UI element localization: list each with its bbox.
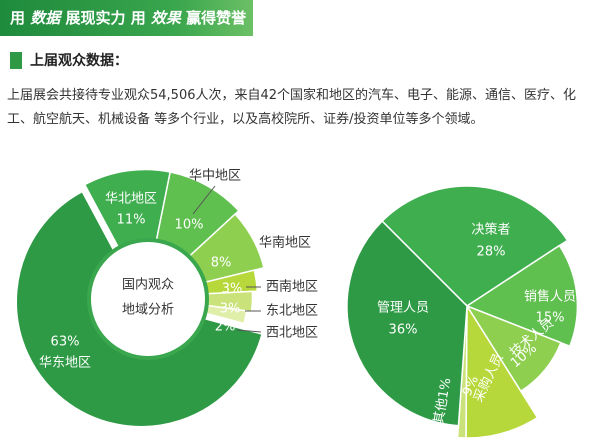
intro-paragraph: 上届展会共接待专业观众54,506人次，来自42个国家和地区的汽车、电子、能源、… bbox=[7, 88, 577, 127]
region-leader-2 bbox=[192, 185, 216, 215]
region-value-2: 10% bbox=[175, 218, 204, 233]
banner-text-2: 数据 bbox=[30, 9, 61, 27]
region-value-5: 3% bbox=[220, 302, 241, 317]
banner-text-4: 效果 bbox=[150, 9, 181, 27]
role-value-0: 28% bbox=[477, 245, 506, 260]
region-value-0: 63% bbox=[51, 335, 80, 350]
section-heading: 上届观众数据： bbox=[10, 49, 128, 71]
region-name-2: 华中地区 bbox=[189, 169, 241, 184]
banner-text-1: 用 bbox=[10, 9, 31, 27]
role-name-5: 管理人员 bbox=[377, 301, 429, 316]
role-slice-5 bbox=[346, 220, 468, 427]
role-name-0: 决策者 bbox=[471, 222, 510, 238]
role-slice-1 bbox=[465, 244, 579, 348]
role-value-1: 15% bbox=[536, 311, 565, 326]
center-label-line-1: 地域分析 bbox=[122, 303, 174, 318]
header-banner: 用 数据 展现实力 用 效果 赢得赞誉 bbox=[0, 0, 253, 36]
region-name-6: 西北地区 bbox=[266, 326, 318, 341]
region-leader-6 bbox=[236, 329, 262, 333]
donut-center bbox=[87, 238, 209, 360]
center-label-line-0: 国内观众 bbox=[122, 277, 174, 293]
section-title: 上届观众数据： bbox=[30, 53, 128, 69]
section-bullet-icon bbox=[10, 51, 22, 69]
region-value-1: 11% bbox=[117, 213, 146, 228]
region-name-0: 华东地区 bbox=[39, 356, 91, 371]
region-value-3: 8% bbox=[211, 256, 232, 271]
banner-text-5: 赢得赞誉 bbox=[180, 9, 247, 27]
role-name-1: 销售人员 bbox=[524, 289, 576, 305]
role-value-5: 36% bbox=[389, 323, 418, 338]
region-name-5: 东北地区 bbox=[266, 304, 318, 319]
region-name-4: 西南地区 bbox=[266, 279, 318, 295]
region-value-6: 2% bbox=[215, 320, 236, 335]
role-slice-0 bbox=[381, 185, 569, 307]
banner-text-3: 展现实力 用 bbox=[60, 9, 151, 27]
region-name-3: 华南地区 bbox=[259, 235, 311, 251]
region-value-4: 3% bbox=[222, 282, 243, 297]
region-name-1: 华北地区 bbox=[105, 192, 157, 207]
